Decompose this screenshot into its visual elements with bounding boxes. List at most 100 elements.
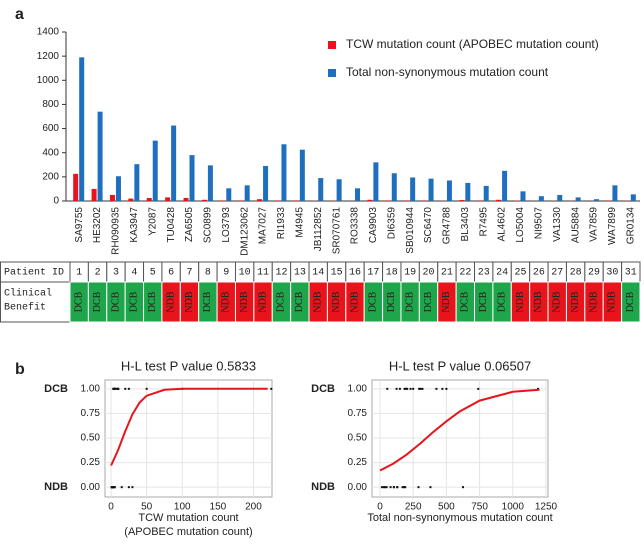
- x-tick-label: VA7859: [589, 207, 600, 242]
- point: [477, 387, 480, 390]
- bar: [446, 180, 452, 201]
- row-label: Benefit: [4, 302, 46, 314]
- patient-id: 10: [239, 268, 251, 279]
- x-tick-label: M4945: [294, 207, 305, 238]
- benefit-label: DCB: [147, 291, 158, 312]
- fit-curve: [110, 387, 268, 466]
- bar: [201, 199, 207, 201]
- table-cell: [0, 281, 71, 323]
- row-label: Clinical: [4, 288, 52, 300]
- x-tick-label: 1000: [502, 502, 525, 513]
- point: [384, 486, 387, 489]
- patient-id: 9: [223, 268, 229, 279]
- point: [418, 387, 421, 390]
- patient-id: 12: [275, 268, 287, 279]
- point: [435, 387, 438, 390]
- bar: [318, 178, 324, 201]
- bar: [73, 173, 79, 201]
- x-tick-label: SR070761: [331, 207, 342, 255]
- bar: [385, 200, 391, 201]
- class-label: DCB: [44, 383, 68, 395]
- x-tick-label: RO3338: [350, 207, 361, 245]
- x-tick-label: 0: [108, 502, 114, 513]
- patient-id: 13: [294, 268, 306, 279]
- x-tick-label: AL4602: [497, 207, 508, 242]
- class-label: NDB: [44, 481, 68, 493]
- bar: [226, 188, 232, 201]
- x-tick-label: KA3947: [129, 207, 140, 243]
- patient-id: 4: [131, 268, 137, 279]
- x-axis-label: (APOBEC mutation count): [124, 526, 252, 538]
- x-tick-label: 150: [210, 502, 227, 513]
- x-tick-label: GR0134: [625, 207, 636, 245]
- point: [398, 387, 401, 390]
- bar: [171, 125, 177, 201]
- point: [270, 387, 273, 390]
- point: [461, 486, 464, 489]
- patient-id: 19: [404, 268, 416, 279]
- x-tick-label: AU5884: [570, 207, 581, 244]
- benefit-label: DCB: [368, 291, 379, 312]
- table-header: Patient ID: [4, 267, 64, 279]
- point: [127, 387, 130, 390]
- x-tick-label: DI6359: [386, 207, 397, 240]
- bar: [502, 170, 508, 201]
- y-tick-label: 400: [42, 147, 59, 158]
- point: [382, 486, 385, 489]
- patient-id: 8: [205, 268, 211, 279]
- benefit-label: DCB: [73, 291, 84, 312]
- point: [385, 486, 388, 489]
- x-tick-label: 500: [438, 502, 455, 513]
- patient-id: 20: [423, 268, 435, 279]
- benefit-label: NDB: [331, 291, 342, 312]
- point: [419, 387, 422, 390]
- bar: [496, 199, 502, 201]
- bar: [594, 199, 600, 201]
- point: [395, 387, 398, 390]
- patient-id: 25: [514, 268, 526, 279]
- legend-swatch: [328, 41, 336, 49]
- y-tick-label: 0.50: [81, 433, 101, 444]
- x-tick-label: 1250: [535, 502, 558, 513]
- benefit-label: DCB: [404, 291, 415, 312]
- benefit-label: NDB: [165, 291, 176, 312]
- bar: [459, 200, 465, 201]
- y-tick-label: 1.00: [81, 383, 101, 394]
- point: [113, 387, 116, 390]
- bar: [422, 200, 428, 201]
- patient-id: 2: [95, 268, 101, 279]
- x-tick-label: 200: [245, 502, 262, 513]
- point: [412, 387, 415, 390]
- bar: [557, 194, 563, 201]
- bar: [465, 182, 471, 201]
- x-tick-label: RI1933: [276, 207, 287, 240]
- point: [124, 387, 127, 390]
- x-tick-label: 750: [471, 502, 488, 513]
- point: [404, 486, 407, 489]
- chart-title: H-L test P value 0.06507: [389, 358, 531, 373]
- panel-label: b: [15, 361, 25, 378]
- y-tick-label: 800: [42, 99, 59, 110]
- bar: [299, 149, 305, 201]
- x-tick-label: 0: [377, 502, 383, 513]
- patient-id: 28: [570, 268, 582, 279]
- x-tick-label: DM123062: [239, 207, 250, 256]
- y-tick-label: 0.75: [81, 408, 101, 419]
- x-tick-label: SA9755: [74, 207, 85, 243]
- panel-label: a: [15, 6, 24, 23]
- benefit-label: DCB: [92, 291, 103, 312]
- x-tick-label: GR4788: [442, 207, 453, 245]
- point: [537, 387, 540, 390]
- benefit-label: NDB: [533, 291, 544, 312]
- point: [392, 486, 395, 489]
- point: [113, 486, 116, 489]
- y-tick-label: 0.25: [81, 457, 101, 468]
- benefit-label: DCB: [294, 291, 305, 312]
- x-tick-label: WA7899: [607, 207, 618, 245]
- legend-swatch: [328, 69, 336, 77]
- class-label: DCB: [311, 383, 335, 395]
- bar: [109, 194, 115, 201]
- y-tick-label: 600: [42, 123, 59, 134]
- patient-id: 30: [606, 268, 618, 279]
